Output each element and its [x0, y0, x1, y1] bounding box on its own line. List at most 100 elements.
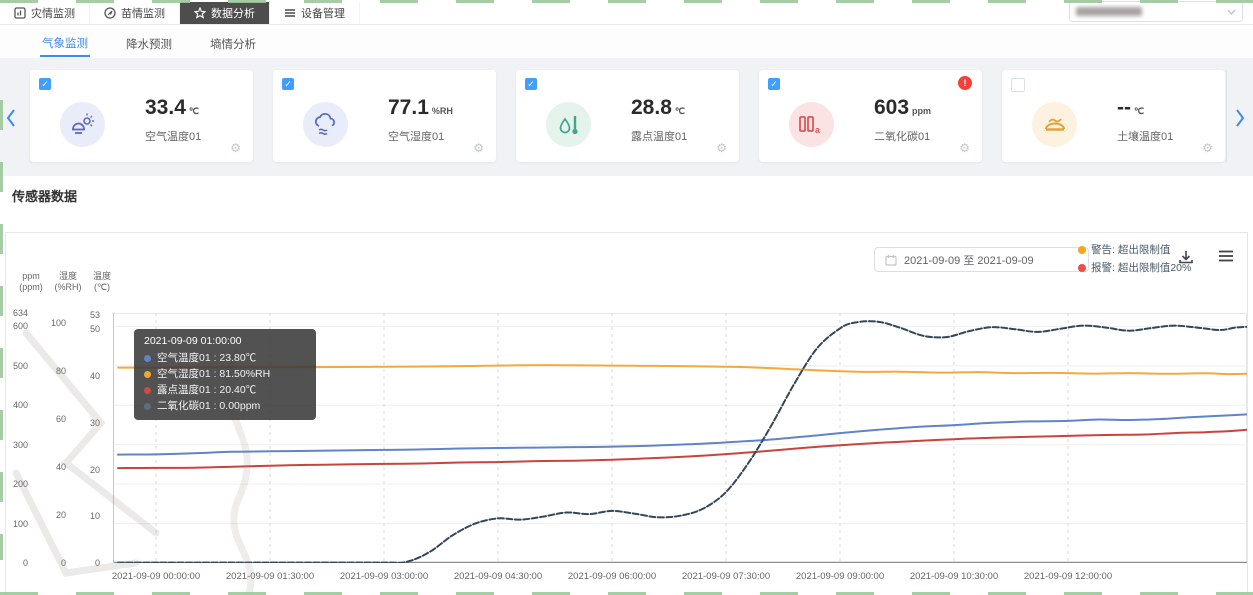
x-tick-label: 2021-09-09 03:00:00	[339, 571, 429, 582]
sensor-cards-row: ✓ 33.4 ℃ 空气温度01 ⚙ ✓ 77.1 %RH 空气湿度01 ⚙ ✓ 28.8 ℃ 露点温度01…	[0, 58, 1253, 176]
screenshot-edge-marks-top	[0, 0, 1253, 3]
download-button[interactable]	[1178, 249, 1194, 270]
sensor-card-2[interactable]: ✓ 77.1 %RH 空气湿度01 ⚙	[273, 70, 496, 162]
sensor-unit: ℃	[1134, 106, 1145, 116]
legend-item-2: 报警: 超出限制值20%	[1078, 260, 1191, 275]
x-tick-label: 2021-09-09 09:00:00	[795, 571, 885, 582]
series-dot-icon	[144, 370, 151, 378]
subnav-tab-1[interactable]: 气象监测	[40, 31, 90, 57]
y-axis-title-3: 温度 (℃)	[92, 271, 112, 292]
series-line-二氧化碳01	[117, 320, 1247, 563]
legend-dot-icon	[1078, 263, 1086, 272]
alert-badge-icon: !	[958, 76, 972, 90]
sensor-unit: %RH	[431, 106, 453, 116]
legend-dot-icon	[1078, 245, 1086, 254]
co2-icon: a	[789, 102, 834, 147]
compass-icon	[104, 7, 116, 19]
y-tick-label: 80	[55, 365, 66, 376]
sensor-card-4[interactable]: ✓! a 603 ppm 二氧化碳01 ⚙	[759, 70, 982, 162]
dew-thermometer-icon	[546, 102, 591, 147]
top-nav: 灾情监测 苗情监测 数据分析 设备管理	[0, 2, 1253, 25]
svg-text:a: a	[815, 125, 821, 135]
threshold-legend: 警告: 超出限制值报警: 超出限制值20%	[1078, 242, 1191, 275]
nav-tab-4[interactable]: 设备管理	[270, 2, 360, 24]
card-checkbox[interactable]: ✓	[525, 78, 537, 90]
card-checkbox[interactable]: ✓	[282, 78, 294, 90]
y-tick-label: 0	[22, 558, 28, 568]
sensor-name: 露点温度01	[631, 131, 688, 143]
y-tick-label: 53	[89, 310, 100, 321]
y-tick-label: 10	[89, 511, 100, 522]
chart-box-icon	[14, 7, 26, 19]
legend-label: 警告: 超出限制值	[1091, 244, 1171, 256]
y-tick-label: 20	[55, 509, 66, 520]
y-tick-label: 100	[12, 518, 28, 529]
card-checkbox[interactable]: ✓	[39, 78, 51, 90]
chevron-left-icon	[6, 108, 15, 127]
series-line-空气温度01	[117, 413, 1247, 456]
gear-icon[interactable]: ⚙	[1202, 141, 1213, 155]
y-tick-label: 634	[12, 308, 28, 318]
series-line-空气湿度01	[117, 364, 1247, 376]
sensor-value: 28.8 ℃	[631, 96, 685, 119]
date-range-value: 2021-09-09 至 2021-09-09	[904, 254, 1034, 267]
x-tick-label: 2021-09-09 00:00:00	[111, 571, 201, 582]
gear-icon[interactable]: ⚙	[230, 141, 241, 155]
subnav-tab-3[interactable]: 墒情分析	[210, 38, 256, 51]
sensor-card-5[interactable]: -- ℃ 土壤温度01 ⚙	[1002, 70, 1225, 162]
section-title: 传感器数据	[12, 189, 78, 204]
sensor-card-1[interactable]: ✓ 33.4 ℃ 空气温度01 ⚙	[30, 70, 253, 162]
y-tick-label: 40	[89, 371, 100, 382]
data-view-button[interactable]	[1218, 249, 1234, 268]
cards-scroll-left-button[interactable]	[0, 104, 22, 134]
nav-tab-2[interactable]: 苗情监测	[90, 2, 180, 24]
tooltip-row: 空气湿度01 : 81.50%RH	[144, 366, 306, 382]
sensor-name: 空气湿度01	[388, 131, 445, 143]
cards-right-divider	[1226, 70, 1227, 162]
sensor-name: 土壤温度01	[1117, 131, 1174, 143]
gear-icon[interactable]: ⚙	[959, 141, 970, 155]
sensor-value: 33.4 ℃	[145, 96, 199, 119]
cards-scroll-right-button[interactable]	[1229, 104, 1251, 134]
y-tick-label: 400	[12, 400, 28, 411]
series-dot-icon	[144, 354, 151, 362]
chevron-right-icon	[1236, 108, 1245, 127]
x-tick-label: 2021-09-09 04:30:00	[453, 571, 543, 582]
card-checkbox[interactable]	[1011, 78, 1025, 92]
series-line-露点温度01	[117, 428, 1247, 470]
device-list-icon	[284, 7, 296, 19]
y-tick-label: 20	[89, 464, 100, 475]
x-tick-label: 2021-09-09 12:00:00	[1023, 571, 1113, 582]
y-tick-label: 600	[12, 321, 28, 332]
legend-item-1: 警告: 超出限制值	[1078, 242, 1191, 257]
x-tick-label: 2021-09-09 07:30:00	[681, 571, 771, 582]
nav-tab-1[interactable]: 灾情监测	[0, 2, 90, 24]
date-range-picker[interactable]: 2021-09-09 至 2021-09-09	[874, 247, 1089, 272]
device-select[interactable]	[1069, 1, 1243, 22]
y-tick-label: 40	[55, 461, 66, 472]
sun-cloud-icon	[60, 102, 105, 147]
nav-tab-3[interactable]: 数据分析	[180, 2, 270, 24]
x-tick-label: 2021-09-09 06:00:00	[567, 571, 657, 582]
y-tick-label: 100	[50, 317, 66, 328]
gear-icon[interactable]: ⚙	[716, 141, 727, 155]
series-dot-icon	[144, 402, 151, 410]
x-tick-label: 2021-09-09 10:30:00	[909, 571, 999, 582]
chart-tooltip: 2021-09-09 01:00:00 空气温度01 : 23.80℃ 空气湿度0…	[134, 329, 316, 420]
y-axis-title-2: 湿度 (%RH)	[54, 271, 82, 292]
screenshot-edge-marks-bottom	[0, 592, 1253, 595]
y-tick-label: 60	[55, 413, 66, 424]
subnav-tab-2[interactable]: 降水预测	[126, 38, 172, 51]
sensor-value: -- ℃	[1117, 96, 1145, 119]
card-checkbox[interactable]: ✓	[768, 78, 780, 90]
y-axis-title-1: ppm (ppm)	[19, 271, 43, 292]
star-icon	[194, 7, 206, 19]
gear-icon[interactable]: ⚙	[473, 141, 484, 155]
x-tick-label: 2021-09-09 01:30:00	[225, 571, 315, 582]
sensor-value: 77.1 %RH	[388, 96, 453, 119]
sensor-card-3[interactable]: ✓ 28.8 ℃ 露点温度01 ⚙	[516, 70, 739, 162]
nav-tab-label: 数据分析	[211, 8, 255, 20]
nav-tab-label: 设备管理	[301, 8, 345, 20]
y-tick-label: 0	[60, 558, 66, 568]
